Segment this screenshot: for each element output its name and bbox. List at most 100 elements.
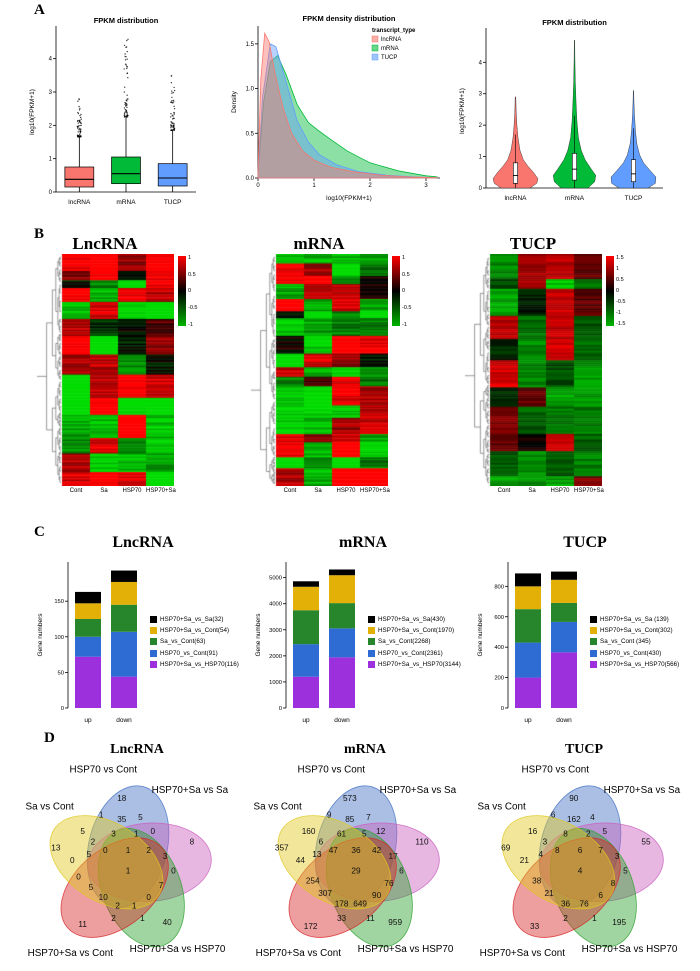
legend-label: HSP70+Sa_vs_HSP70(566) [600, 660, 680, 668]
venn-title: mRNA [344, 742, 386, 757]
venn-region-count: 254 [306, 877, 320, 886]
bar-segment [515, 609, 541, 643]
venn-region-count: 2 [115, 901, 120, 910]
column-label: Sa [528, 488, 536, 494]
colorbar-tick-label: -1 [402, 321, 407, 328]
x-tick-label: up [302, 717, 310, 724]
venn-region-count: 5 [80, 827, 85, 836]
y-tick-label: 4 [479, 60, 483, 66]
y-axis-label: Gene numbers [255, 613, 262, 657]
heatmap-mrna: mRNA 1 0.5 0 -0.5 -1 Cont Sa HSP70 HSP70+Sa [250, 234, 411, 494]
venn-svg: HSP70 vs Cont HSP70+Sa vs Sa Sa vs Cont HSP… [477, 764, 680, 959]
column-label: HSP70 [122, 488, 142, 494]
venn-ellipse [277, 815, 392, 910]
colorbar-tick-label: 1 [402, 255, 406, 261]
venn-ellipse [97, 828, 185, 948]
venn-region-count: 0 [146, 893, 151, 902]
venn-region-count: 2 [586, 829, 591, 838]
venn-region-count: 1 [99, 811, 104, 820]
colorbar-tick-label: 0.5 [402, 271, 410, 278]
venn-region-count: 1 [592, 914, 597, 923]
venn-region-count: 11 [366, 914, 375, 923]
x-tick-label: 2 [368, 183, 372, 189]
venn-region-count: 307 [318, 889, 332, 898]
venn-region-count: 1 [140, 914, 145, 923]
venn-region-count: 5 [138, 813, 143, 822]
bar-segment [111, 676, 137, 708]
x-tick-label: TUCP [164, 199, 182, 206]
x-tick-label: mRNA [116, 199, 136, 206]
legend-label: TUCP [381, 55, 397, 61]
legend-item: HSP70+Sa_vs_Cont(54) [150, 625, 239, 636]
legend-item: Sa_vs_Cont(63) [150, 636, 239, 647]
legend-swatch [368, 661, 375, 669]
density-svg: FPKM density distribution Density 0.0 0.5 1.… [231, 14, 440, 202]
venn-lncrna: LncRNA HSP70 vs Cont HSP70+Sa vs Sa Sa vs C… [22, 742, 252, 965]
bar-segment [515, 677, 541, 708]
venn-region-count: 178 [335, 899, 349, 908]
legend-label: HSP70_vs_Cont(430) [600, 649, 662, 657]
venn-region-count: 35 [117, 815, 127, 824]
y-axis-label: Gene numbers [477, 613, 484, 657]
legend-label: Sa_vs_Cont (345) [600, 638, 651, 646]
panel-d-label: D [44, 730, 55, 746]
bar-segment [329, 569, 355, 576]
x-tick-label: 0 [256, 183, 260, 189]
venn-region-count: 1 [132, 901, 137, 910]
colorbar-tick-label: 0.5 [616, 277, 624, 284]
venn-region-count: 33 [530, 922, 540, 931]
legend-swatch [371, 35, 379, 43]
legend-label: HSP70+Sa_vs_HSP70(3144) [378, 660, 461, 668]
venn-region-count: 7 [159, 881, 164, 890]
x-tick-label: lncRNA [504, 195, 527, 202]
venn-region-count: 47 [329, 846, 339, 855]
venn-region-count: 0 [150, 827, 155, 836]
venn-region-count: 44 [296, 856, 306, 865]
bar-segment [329, 628, 355, 658]
legend-label: HSP70+Sa_vs_HSP70(116) [160, 660, 239, 668]
venn-region-count: 29 [351, 866, 361, 875]
y-tick-label: 1 [479, 155, 483, 161]
colorbar-tick-label: -1.5 [616, 321, 626, 328]
x-tick-label: TUCP [625, 195, 643, 202]
heatmap-lncrna: LncRNA 1 0.5 0 -0.5 -1 Cont Sa HSP70 HSP70+Sa [36, 234, 197, 494]
fpkm-density-plot: FPKM density distribution Density 0.0 0.5 1.… [228, 12, 446, 209]
venn-set-label: HSP70+Sa vs HSP70 [358, 944, 454, 955]
venn-region-count: 18 [117, 794, 127, 803]
venn-region-count: 4 [578, 866, 583, 875]
heatmap-title: TUCP [509, 234, 557, 253]
venn-set-label: HSP70+Sa vs HSP70 [130, 944, 226, 955]
legend-swatch [150, 649, 157, 657]
heatmap-canvas [36, 254, 174, 486]
legend-swatch [371, 44, 379, 52]
legend-swatch [590, 661, 597, 669]
column-label: HSP70+Sa [360, 488, 390, 494]
venn-tucp: TUCP HSP70 vs Cont HSP70+Sa vs Sa Sa vs Con… [474, 742, 694, 965]
x-tick-label: down [334, 717, 350, 724]
legend-swatch [368, 615, 375, 623]
venn-region-count: 1 [126, 866, 131, 875]
legend-item: HSP70_vs_Cont(2361) [368, 648, 461, 659]
legend-swatch [590, 615, 597, 623]
column-label: Cont [283, 488, 297, 494]
legend-item: HSP70+Sa_vs_Sa (139) [590, 614, 679, 625]
venn-region-count: 160 [302, 827, 316, 836]
barchart-title: TUCP [563, 534, 607, 551]
legend-swatch [590, 638, 597, 646]
y-tick-label: 200 [494, 676, 504, 682]
fpkm-boxplot: FPKM distribution log10(FPKM+1) 0 1 2 3 4 lncRN… [26, 12, 204, 213]
panel-c-label: C [34, 524, 45, 540]
venn-region-count: 4 [590, 813, 595, 822]
column-label: Cont [69, 488, 83, 494]
colorbar-tick-label: 1 [188, 255, 192, 261]
x-tick-label: 1 [312, 183, 316, 189]
barchart-svg: 0 200 400 600 800 Gene numbers up down [477, 562, 577, 724]
colorbar-gradient [178, 256, 186, 326]
y-tick-label: 3 [479, 92, 483, 98]
bar-segment [111, 570, 137, 582]
violin-svg: FPKM distribution log10(FPKM+1) 0 1 2 3 4 lncRN… [459, 18, 663, 202]
y-tick-label: 50 [58, 670, 64, 676]
bar-segment [111, 631, 137, 677]
legend-label: Sa_vs_Cont(63) [160, 638, 206, 646]
bar-segment [329, 575, 355, 604]
